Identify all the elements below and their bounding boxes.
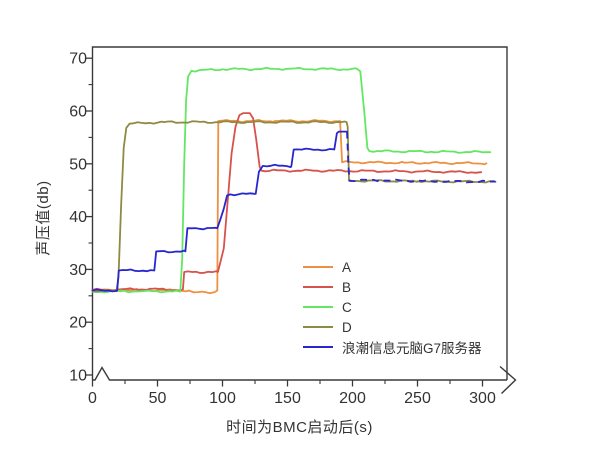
x-tick-label: 50	[149, 390, 167, 407]
plot-line-server	[91, 130, 348, 293]
legend-swatch-line-c	[303, 306, 333, 308]
x-tick-label: 200	[339, 390, 366, 407]
x-axis-title: 时间为BMC启动后(s)	[226, 419, 373, 436]
legend-label: 浪潮信息元脑G7服务器	[342, 341, 482, 356]
plot-frame	[91, 46, 508, 380]
legend-swatch-line-server	[303, 346, 333, 348]
legend-label: D	[342, 319, 352, 335]
y-tick-label: 40	[69, 209, 87, 226]
y-axis-title: 声压值(db)	[35, 180, 52, 256]
plot-line-b	[91, 112, 483, 292]
legend-swatch-line-d	[303, 326, 333, 328]
legend-swatch-line-a	[303, 266, 333, 268]
x-tick-label: 250	[404, 390, 431, 407]
legend-item-a: A	[303, 257, 482, 277]
legend-item-c: C	[303, 297, 482, 317]
y-tick-label: 20	[69, 315, 87, 332]
legend-label: C	[342, 299, 352, 315]
legend: A B C D 浪潮信息元脑G7服务器	[303, 257, 482, 357]
legend-item-d: D	[303, 317, 482, 337]
y-tick-label: 70	[69, 51, 87, 68]
x-axis-arrow-icon	[499, 365, 517, 395]
x-tick-label: 300	[469, 390, 496, 407]
y-tick-label: 50	[69, 156, 87, 173]
x-tick-label: 150	[274, 390, 301, 407]
x-tick-label: 0	[88, 390, 97, 407]
plot-line-c	[91, 66, 492, 294]
y-tick-label: 60	[69, 104, 87, 121]
legend-item-b: B	[303, 277, 482, 297]
y-tick-label: 30	[69, 262, 87, 279]
legend-swatch-line-b	[303, 286, 333, 288]
legend-label: B	[342, 279, 352, 295]
legend-label: A	[342, 259, 352, 275]
x-axis-line	[92, 366, 507, 381]
x-tick-label: 100	[209, 390, 236, 407]
plot-line-dashed-server	[346, 131, 496, 184]
y-tick-label: 10	[69, 368, 87, 385]
legend-item-server: 浪潮信息元脑G7服务器	[303, 337, 482, 357]
